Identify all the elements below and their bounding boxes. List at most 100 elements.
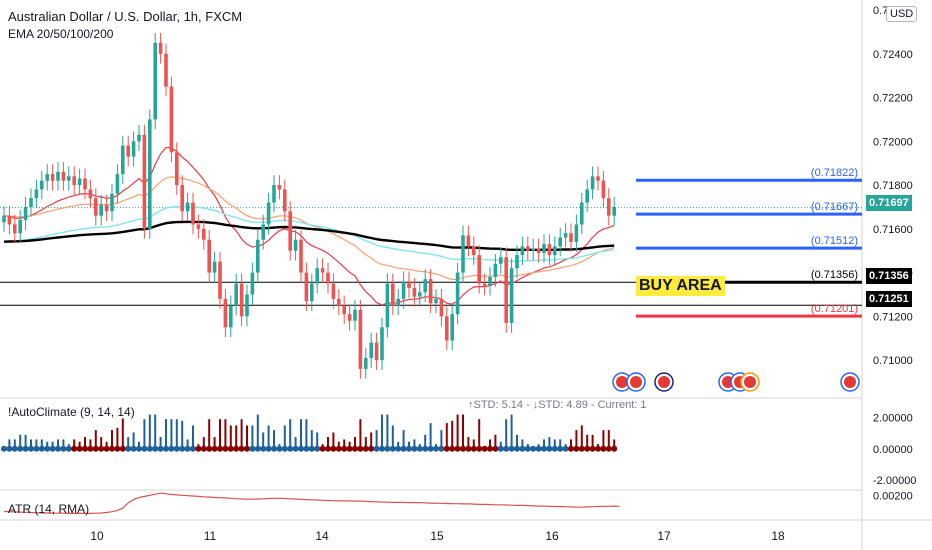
candle-body: [115, 174, 120, 194]
osc-dot: [308, 445, 315, 452]
candle-body: [347, 314, 352, 321]
osc-dot: [82, 445, 88, 452]
candle-body: [396, 298, 400, 306]
candle-body: [509, 268, 514, 323]
candle-body: [574, 224, 579, 242]
candle-body: [304, 272, 309, 302]
osc-dot: [422, 445, 429, 452]
osc-dot: [98, 445, 105, 452]
level-label: (0.71201): [811, 303, 858, 315]
osc-dot: [557, 445, 564, 452]
candle-body: [391, 283, 395, 306]
osc-dot: [271, 445, 277, 452]
price-tick-label: 0.72000: [873, 136, 913, 148]
candle-body: [407, 281, 411, 288]
candle-body: [250, 272, 255, 295]
osc-dot: [325, 445, 331, 452]
osc-dot: [443, 445, 450, 452]
osc-dot: [454, 445, 461, 452]
symbol-title[interactable]: Australian Dollar / U.S. Dollar, 1h, FXC…: [8, 9, 243, 24]
candle-body: [515, 255, 519, 269]
candle-body: [23, 206, 28, 221]
candle-body: [229, 305, 233, 328]
current-price-tag: 0.71697: [866, 195, 912, 211]
candle-body: [401, 281, 406, 299]
candle-body: [77, 178, 82, 186]
candle-body: [67, 176, 71, 181]
osc-dot: [244, 445, 250, 452]
osc-dot: [319, 445, 326, 452]
candle-body: [266, 202, 271, 225]
candle-body: [29, 198, 33, 207]
osc-dot: [303, 445, 310, 452]
flag-icon: [658, 376, 670, 388]
osc-dot: [71, 445, 78, 452]
currency-button[interactable]: USD: [886, 6, 918, 22]
candle-body: [520, 246, 525, 256]
autoclimate-legend[interactable]: !AutoClimate (9, 14, 14): [8, 405, 135, 419]
osc-dot: [254, 445, 261, 452]
osc-dot: [200, 445, 207, 452]
osc-dot: [584, 445, 591, 452]
osc-dot: [562, 445, 569, 452]
osc-dot: [33, 445, 40, 452]
candle-body: [137, 134, 141, 142]
candle-body: [434, 298, 438, 304]
candle-body: [256, 239, 260, 273]
osc-dot: [6, 445, 13, 452]
flag-icon: [744, 376, 756, 388]
candle-body: [110, 193, 114, 212]
osc-dot: [287, 445, 294, 452]
candle-body: [326, 272, 330, 284]
osc-dot: [595, 445, 601, 452]
candle-body: [585, 189, 589, 203]
osc-dot: [190, 445, 196, 452]
osc-dot: [184, 445, 191, 452]
osc-dot: [249, 445, 256, 452]
candle-body: [596, 176, 600, 181]
osc-dot: [568, 445, 574, 452]
candle-body: [2, 215, 6, 223]
candle-body: [499, 257, 503, 264]
candle-body: [164, 53, 168, 87]
candle-body: [293, 239, 298, 251]
candle-body: [299, 239, 303, 273]
osc-dot: [384, 445, 391, 452]
osc-dot: [298, 445, 304, 452]
ema-legend[interactable]: EMA 20/50/100/200: [8, 27, 114, 41]
osc-dot: [233, 445, 240, 452]
candle-body: [553, 246, 557, 256]
osc-dot: [524, 445, 531, 452]
osc-dot: [265, 445, 272, 452]
candle-body: [272, 185, 276, 203]
candle-body: [580, 202, 584, 225]
osc-dot: [152, 445, 159, 452]
osc-dot: [433, 445, 439, 452]
osc-dot: [217, 445, 223, 452]
candle-body: [126, 145, 130, 157]
atr-legend[interactable]: ATR (14, RMA): [8, 502, 90, 516]
osc-dot: [179, 445, 186, 452]
candle-body: [536, 248, 541, 253]
osc-dot: [109, 445, 115, 452]
candle-body: [223, 298, 228, 328]
atr-series: [3, 492, 620, 514]
economic-events[interactable]: [612, 372, 860, 392]
osc-dot: [497, 445, 504, 452]
candle-body: [169, 86, 174, 153]
candle-body: [207, 239, 211, 273]
candle-body: [83, 178, 87, 190]
candle-body: [358, 309, 363, 369]
candle-body: [234, 283, 238, 306]
candle-body: [180, 185, 184, 212]
candle-body: [353, 309, 357, 321]
candle-body: [428, 279, 433, 304]
osc-dot: [481, 445, 488, 452]
osc-dot: [76, 445, 83, 452]
time-tick-label: 11: [204, 529, 217, 543]
osc-dot: [546, 445, 553, 452]
candle-body: [472, 246, 476, 256]
ema-200-line: [3, 220, 615, 251]
candle-body: [288, 211, 292, 251]
